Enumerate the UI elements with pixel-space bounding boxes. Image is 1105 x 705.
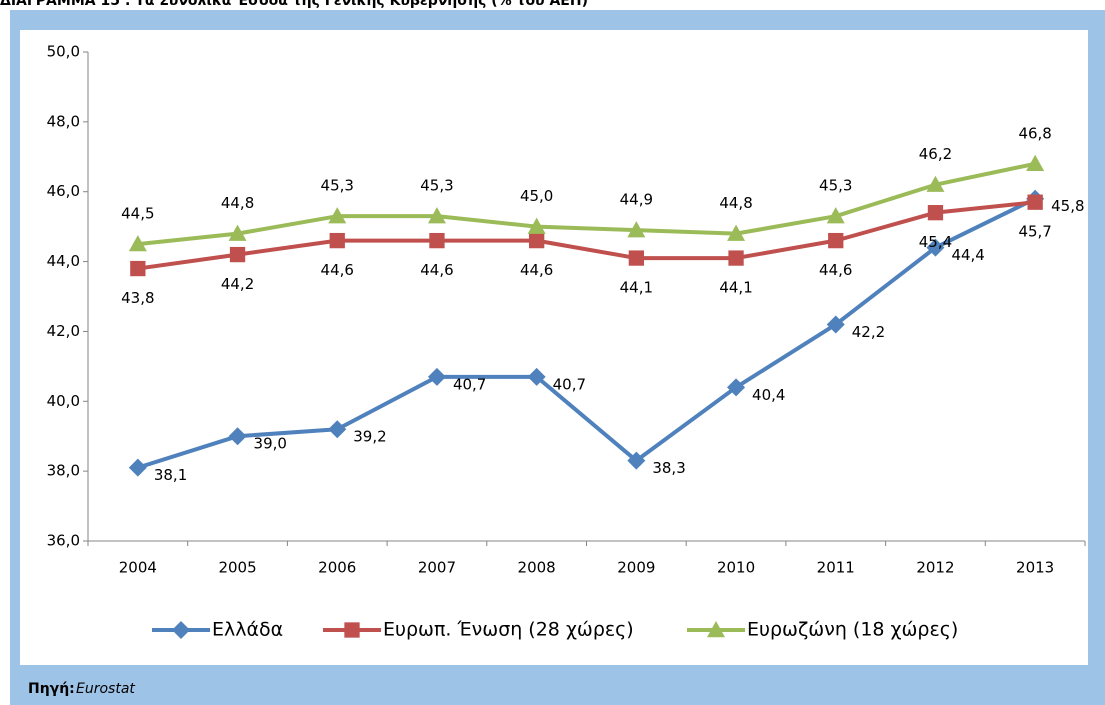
value-label: 44,6	[420, 261, 453, 279]
value-label: 45,3	[321, 177, 354, 195]
y-tick-label: 48,0	[47, 112, 80, 130]
marker	[429, 232, 445, 249]
value-label: 39,0	[254, 435, 287, 453]
y-tick-label: 50,0	[47, 43, 80, 61]
value-label: 44,6	[321, 261, 354, 279]
x-tick-label: 2005	[218, 559, 256, 577]
value-label: 44,5	[121, 205, 154, 223]
value-label: 46,2	[919, 145, 952, 163]
marker	[926, 175, 945, 192]
x-tick-label: 2010	[717, 559, 755, 577]
x-tick-label: 2008	[518, 559, 556, 577]
value-label: 40,4	[752, 386, 785, 404]
y-tick-label: 42,0	[47, 322, 80, 340]
x-tick-label: 2007	[418, 559, 456, 577]
marker	[527, 367, 546, 386]
marker	[727, 378, 746, 397]
marker	[328, 207, 347, 224]
marker	[344, 622, 360, 638]
legend-label: Ευρωπ. Ένωση (28 χώρες)	[383, 619, 634, 641]
x-tick-label: 2004	[119, 559, 157, 577]
value-label: 43,8	[121, 289, 154, 307]
marker	[229, 246, 246, 263]
marker	[927, 205, 944, 221]
marker	[727, 224, 746, 241]
y-tick-label: 44,0	[47, 252, 80, 270]
marker	[130, 260, 146, 277]
marker	[128, 458, 147, 477]
value-label: 42,2	[852, 323, 885, 341]
marker	[1027, 194, 1043, 210]
value-label: 38,1	[154, 466, 187, 484]
marker	[707, 621, 725, 638]
value-label: 45,3	[420, 177, 453, 195]
marker	[172, 621, 190, 639]
marker	[328, 420, 347, 439]
value-label: 44,6	[819, 261, 852, 279]
value-label: 40,7	[553, 375, 586, 393]
value-label: 44,8	[221, 194, 254, 212]
chart-area	[20, 30, 1088, 665]
value-label: 45,4	[919, 233, 952, 251]
source-label: Πηγή:	[28, 681, 75, 697]
value-label: 44,6	[520, 261, 553, 279]
value-label: 46,8	[1018, 124, 1051, 142]
x-tick-label: 2013	[1016, 559, 1054, 577]
series-line	[137, 196, 1037, 470]
value-label: 45,8	[1051, 197, 1084, 215]
marker	[826, 207, 845, 224]
x-tick-label: 2011	[817, 559, 855, 577]
value-label: 45,0	[520, 187, 553, 205]
legend-label: Ευρωζώνη (18 χώρες)	[747, 619, 958, 641]
legend-label: Ελλάδα	[212, 619, 283, 641]
value-label: 44,2	[221, 275, 254, 293]
marker	[527, 217, 546, 234]
value-label: 44,4	[951, 246, 984, 264]
chart-title: ΔΙΑΓΡΑΜΜΑ 15 : Τα Συνολικά Έσοδα της Γεν…	[0, 0, 588, 9]
marker	[826, 315, 845, 334]
marker	[529, 232, 545, 249]
marker	[128, 235, 147, 252]
y-tick-label: 46,0	[47, 182, 80, 200]
value-label: 40,7	[453, 375, 486, 393]
series-line	[137, 200, 1036, 271]
value-label: 38,3	[652, 459, 685, 477]
marker	[427, 207, 446, 224]
y-tick-label: 38,0	[47, 462, 80, 480]
series-line	[137, 161, 1036, 247]
marker	[828, 232, 844, 249]
marker	[427, 367, 446, 386]
marker	[627, 451, 646, 470]
x-tick-label: 2006	[318, 559, 356, 577]
marker	[627, 221, 646, 238]
x-tick-label: 2009	[617, 559, 655, 577]
marker	[329, 232, 345, 249]
value-label: 45,7	[1018, 223, 1051, 241]
marker	[926, 238, 945, 257]
value-label: 45,3	[819, 177, 852, 195]
marker	[628, 250, 644, 266]
x-tick-label: 2012	[916, 559, 954, 577]
marker	[228, 427, 247, 446]
marker	[228, 224, 247, 241]
value-label: 44,8	[719, 194, 752, 212]
value-label: 44,1	[719, 279, 752, 297]
value-label: 44,1	[620, 279, 653, 297]
y-tick-label: 40,0	[47, 392, 80, 410]
value-label: 44,9	[620, 191, 653, 209]
marker	[728, 250, 744, 266]
value-label: 39,2	[353, 428, 386, 446]
y-tick-label: 36,0	[47, 532, 80, 550]
marker	[1026, 154, 1045, 171]
source-text: Eurostat	[76, 681, 135, 697]
